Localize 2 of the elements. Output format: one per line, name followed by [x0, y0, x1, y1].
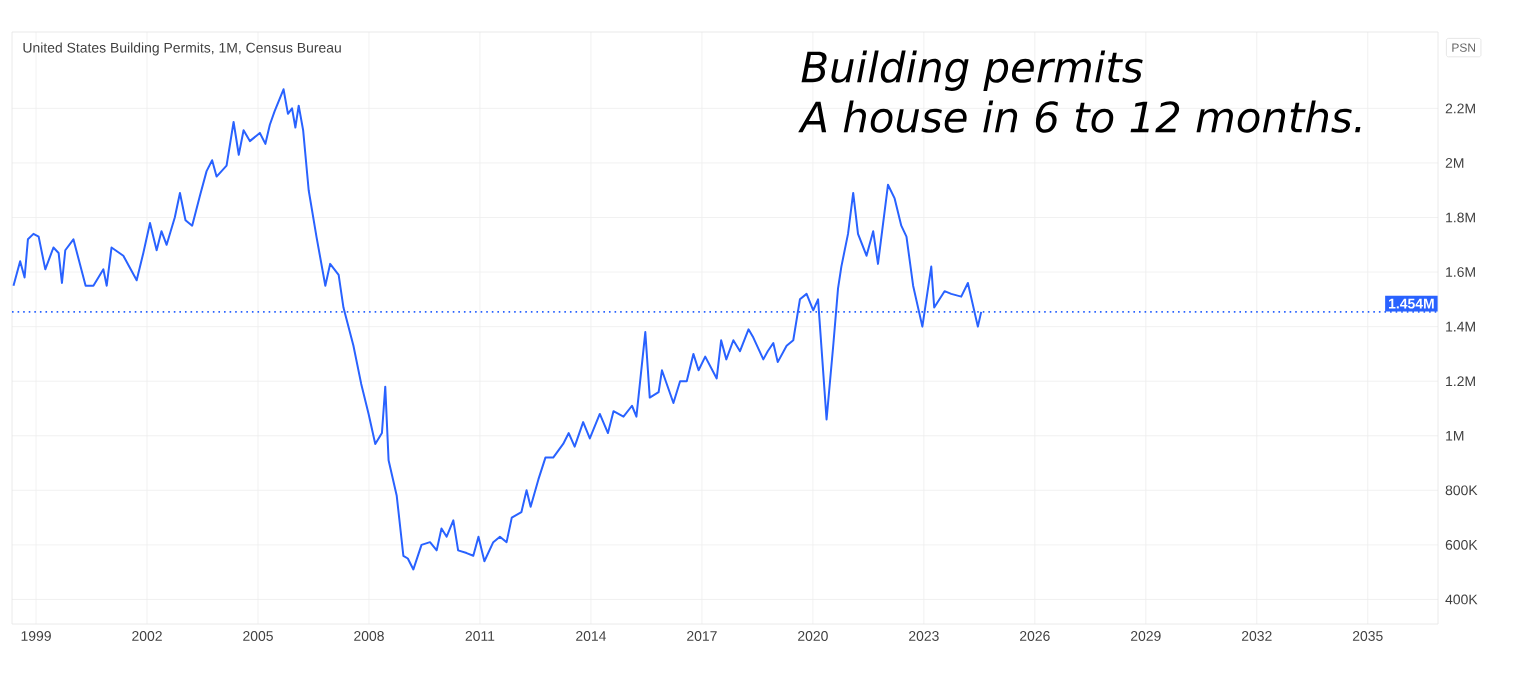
- chart-title: Building permits: [801, 50, 1143, 91]
- text: A house in 6 to 12 months.: [798, 100, 1361, 133]
